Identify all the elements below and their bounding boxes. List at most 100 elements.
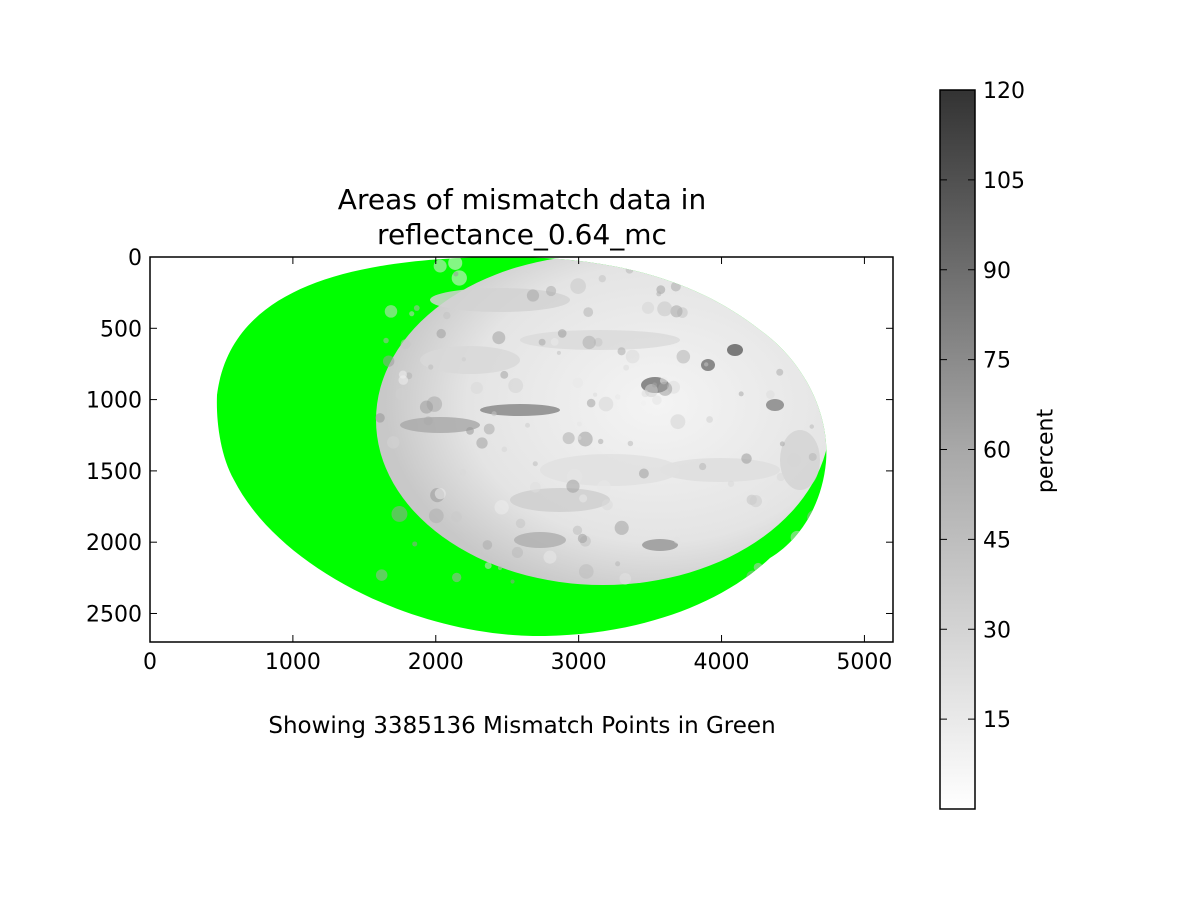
cloud-speckle	[452, 572, 462, 583]
cloud-speckle	[805, 361, 815, 371]
colorbar-tick-label: 15	[983, 708, 1011, 733]
cloud-speckle	[614, 520, 629, 535]
cloud-speckle	[617, 347, 626, 356]
cloud-speckle	[583, 307, 594, 318]
cloud-texture	[400, 417, 480, 433]
cloud-speckle	[577, 435, 582, 440]
cloud-speckle	[614, 394, 621, 400]
cloud-speckle	[779, 441, 785, 447]
cloud-speckle	[799, 351, 815, 367]
cloud-speckle	[776, 368, 784, 376]
cloud-speckle	[400, 339, 411, 350]
cloud-speckle	[382, 355, 395, 367]
cloud-texture	[540, 454, 680, 486]
cloud-texture	[480, 404, 560, 416]
cloud-speckle	[491, 411, 497, 417]
cloud-speckle	[448, 257, 463, 271]
cloud-speckle	[466, 426, 474, 435]
cloud-speckle	[386, 436, 400, 449]
colorbar-tick-label: 105	[983, 169, 1025, 194]
mismatch-footnote: Showing 3385136 Mismatch Points in Green	[268, 713, 776, 739]
cloud-speckle	[738, 391, 744, 397]
cloud-speckle	[749, 315, 758, 324]
cloud-speckle	[673, 536, 681, 544]
colorbar-tick-label: 30	[983, 618, 1011, 643]
cloud-speckle	[597, 480, 611, 494]
cloud-speckle	[538, 338, 546, 346]
colorbar-label: percent	[1033, 408, 1059, 494]
cloud-speckle	[593, 392, 598, 397]
cloud-speckle	[579, 494, 588, 503]
cloud-speckle	[556, 350, 561, 355]
cloud-speckle	[790, 530, 804, 544]
y-tick-label: 1500	[86, 460, 142, 485]
cloud-speckle	[694, 263, 700, 270]
cloud-speckle	[530, 481, 541, 493]
cloud-speckle	[497, 566, 503, 571]
y-tick-label: 0	[128, 246, 142, 271]
cloud-speckle	[433, 259, 447, 273]
cloud-speckle	[577, 431, 593, 447]
cloud-speckle	[428, 364, 434, 370]
cloud-speckle	[746, 570, 760, 584]
cloud-speckle	[652, 382, 658, 388]
y-axis-ticks: 0 500 1000 1500 2000 2500	[86, 246, 893, 627]
x-tick-label: 4000	[694, 650, 750, 675]
cloud-speckle	[652, 395, 662, 405]
cloud-speckle	[749, 494, 762, 508]
cloud-speckle	[619, 572, 632, 585]
cloud-speckle	[812, 544, 820, 552]
cloud-speckle	[657, 301, 673, 317]
cloud-speckle	[641, 400, 647, 406]
cloud-speckle	[451, 511, 462, 523]
cloud-speckle	[593, 337, 603, 347]
x-tick-label: 3000	[551, 650, 607, 675]
y-tick-label: 1000	[86, 389, 142, 414]
cloud-speckle	[428, 508, 444, 524]
cloud-speckle	[436, 328, 446, 339]
cloud-speckle	[383, 337, 389, 344]
cloud-speckle	[641, 301, 655, 314]
cloud-speckle	[638, 468, 649, 479]
chart-title-line-2: reflectance_0.64_mc	[377, 218, 667, 251]
cloud-speckle	[409, 311, 415, 317]
cloud-speckle	[615, 561, 621, 567]
cloud-speckle	[375, 569, 388, 581]
cloud-speckle	[704, 362, 709, 367]
colorbar-tick-label: 45	[983, 528, 1011, 553]
cloud-texture	[727, 344, 743, 356]
cloud-speckle	[413, 305, 420, 311]
cloud-speckle	[391, 506, 408, 522]
cloud-speckle	[482, 540, 493, 550]
cloud-speckle	[511, 546, 524, 559]
cloud-speckle	[601, 499, 613, 511]
cloud-speckle	[535, 371, 541, 377]
cloud-speckle	[670, 281, 681, 292]
cloud-speckle	[576, 421, 582, 427]
colorbar-tick-label: 75	[983, 349, 1011, 374]
cloud-speckle	[515, 518, 526, 529]
cloud-speckle	[578, 564, 594, 579]
x-tick-label: 0	[143, 650, 157, 675]
cloud-speckle	[809, 424, 814, 429]
cloud-speckle	[494, 500, 509, 515]
earth-disk	[376, 257, 827, 585]
cloud-speckle	[525, 422, 531, 428]
cloud-speckle	[543, 550, 557, 564]
cloud-speckle	[597, 438, 604, 445]
cloud-speckle	[625, 349, 640, 364]
cloud-speckle	[670, 414, 686, 430]
cloud-speckle	[453, 271, 459, 277]
x-tick-label: 1000	[265, 650, 321, 675]
plot-area	[216, 257, 827, 637]
cloud-speckle	[577, 533, 588, 544]
cloud-speckle	[419, 400, 434, 414]
cloud-speckle	[526, 289, 540, 302]
cloud-speckle	[670, 305, 683, 318]
cloud-speckle	[476, 437, 488, 449]
cloud-speckle	[787, 453, 801, 467]
cloud-speckle	[526, 268, 532, 274]
cloud-speckle	[774, 561, 784, 570]
